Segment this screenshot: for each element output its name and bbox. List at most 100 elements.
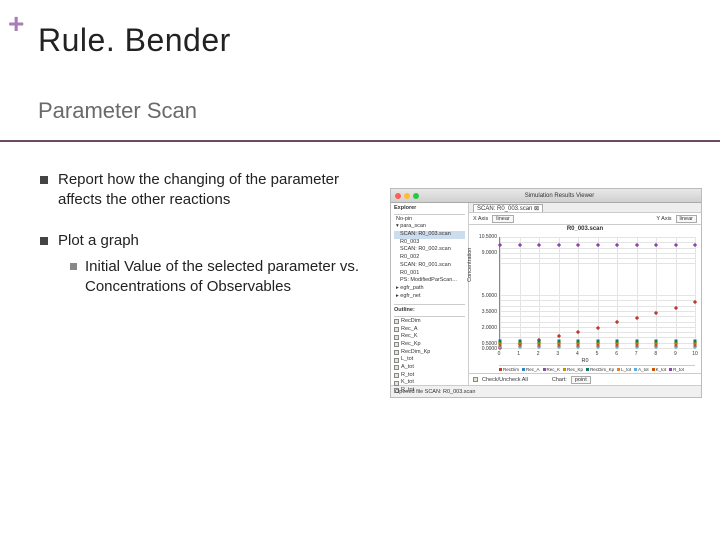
sidebar-item[interactable]: PS: ModifiedParScan... [394, 277, 465, 285]
x-tick-label: 5 [596, 351, 599, 357]
xaxis-select[interactable]: linear [492, 215, 513, 223]
data-point [694, 340, 697, 343]
checkbox-icon[interactable] [394, 319, 399, 324]
check-label: K_tot [401, 379, 414, 387]
data-point [635, 340, 638, 343]
legend-swatch [499, 368, 502, 371]
sidebar-item-label: egfr_net [400, 293, 420, 299]
x-tick-label: 10 [692, 351, 698, 357]
outline-check-item[interactable]: Rec_K [394, 333, 465, 341]
zoom-icon[interactable] [413, 193, 419, 199]
checkbox-icon[interactable] [394, 373, 399, 378]
window-title: Simulation Results Viewer [422, 193, 697, 199]
plus-decorator: + [8, 8, 24, 40]
y-tick-label: 5.0000 [471, 293, 497, 299]
checkbox-icon[interactable] [394, 335, 399, 340]
y-tick-label: 2.0000 [471, 325, 497, 331]
check-label: RecDim [401, 318, 421, 326]
data-point [518, 344, 521, 347]
sidebar-item[interactable]: SCAN: R0_001.scan [394, 262, 465, 270]
check-label: L_tot [401, 356, 413, 364]
checkbox-icon[interactable] [394, 342, 399, 347]
data-point [576, 330, 580, 334]
data-point [616, 344, 619, 347]
data-point [674, 344, 677, 347]
x-tick-label: 7 [635, 351, 638, 357]
y-tick-label: 9.0000 [471, 250, 497, 256]
app-screenshot: Simulation Results Viewer Explorer No-pi… [390, 188, 702, 398]
titlebar: Simulation Results Viewer [391, 189, 701, 203]
minimize-icon[interactable] [404, 193, 410, 199]
yaxis-select[interactable]: linear [676, 215, 697, 223]
sidebar-item[interactable]: SCAN: R0_003.scan [394, 231, 465, 239]
data-point [577, 344, 580, 347]
data-point [634, 316, 638, 320]
data-point [577, 340, 580, 343]
bullet-marker [70, 263, 77, 270]
sidebar-item[interactable]: SCAN: R0_002.scan [394, 246, 465, 254]
check-label: Rec_Kp [401, 341, 421, 349]
bullet-text: Initial Value of the selected parameter … [85, 257, 370, 298]
chart-type-select[interactable]: point [571, 376, 591, 384]
bullet-list: Report how the changing of the parameter… [40, 170, 370, 317]
legend-item: Rec_K [543, 367, 561, 372]
sidebar-item[interactable]: ▸ egfr_path [394, 285, 465, 293]
tab[interactable]: SCAN: R0_003.scan ⊠ [473, 204, 543, 212]
checkbox-icon[interactable] [394, 327, 399, 332]
outline-check-item[interactable]: RecDim [394, 318, 465, 326]
checkbox-icon[interactable] [394, 365, 399, 370]
data-point [694, 344, 697, 347]
data-point [538, 340, 541, 343]
checkbox-icon[interactable] [394, 381, 399, 386]
x-tick-label: 9 [674, 351, 677, 357]
legend-label: A_tot [638, 367, 649, 372]
data-point [693, 300, 697, 304]
outline-section: Outline: RecDimRec_ARec_KRec_KpRecDim_Kp… [394, 304, 465, 395]
outline-check-item[interactable]: A_tot [394, 364, 465, 372]
checkbox-icon[interactable] [394, 350, 399, 355]
outline-check-item[interactable]: RecDim_Kp [394, 349, 465, 357]
data-point [615, 320, 619, 324]
sidebar-item[interactable]: No-pin [394, 216, 465, 224]
chart-type-label: Chart: [552, 377, 567, 383]
sidebar: Explorer No-pin ▾ para_scan SCAN: R0_003… [391, 203, 469, 385]
sidebar-item[interactable]: ▸ egfr_net [394, 293, 465, 301]
legend-swatch [543, 368, 546, 371]
outline-check-item[interactable]: Rec_A [394, 326, 465, 334]
scatter-plot: R0_003.scan Concentration R0 RecDimRec_A… [469, 225, 701, 373]
sidebar-item[interactable]: R0_001 [394, 270, 465, 278]
check-all-checkbox[interactable] [473, 377, 478, 382]
close-icon[interactable] [395, 193, 401, 199]
y-tick-label: 10.5000 [471, 234, 497, 240]
outline-check-item[interactable]: R_tot [394, 372, 465, 380]
project-label: para_scan [400, 223, 426, 229]
bullet-text: Plot a graph [58, 231, 139, 251]
legend-item: A_tot [634, 367, 649, 372]
x-tick-label: 4 [576, 351, 579, 357]
data-point [557, 340, 560, 343]
x-axis-label: R0 [581, 358, 588, 364]
outline-check-item[interactable]: L_tot [394, 356, 465, 364]
data-point [557, 344, 560, 347]
legend-item: RecDim_Kp [586, 367, 614, 372]
nested-bullet: Initial Value of the selected parameter … [70, 257, 370, 298]
outline-check-item[interactable]: Rec_Kp [394, 341, 465, 349]
axis-toolbar: X Axis linear Y Axis linear [469, 213, 701, 225]
x-tick-label: 1 [517, 351, 520, 357]
legend-item: Rec_A [522, 367, 540, 372]
chart-controls: Check/Uncheck All Chart: point [469, 373, 701, 385]
page-title: Rule. Bender [38, 22, 231, 59]
checkbox-icon[interactable] [394, 358, 399, 363]
outline-check-item[interactable]: K_tot [394, 379, 465, 387]
bullet-marker [40, 237, 48, 245]
data-point [654, 311, 658, 315]
plot-area [499, 237, 695, 349]
check-label: Rec_A [401, 326, 418, 334]
bullet-item: Plot a graph Initial Value of the select… [40, 231, 370, 298]
explorer-header: Explorer [394, 205, 465, 215]
check-label: RecDim_Kp [401, 349, 430, 357]
data-point [655, 340, 658, 343]
sidebar-item-project[interactable]: ▾ para_scan [394, 223, 465, 231]
sidebar-item[interactable]: R0_002 [394, 254, 465, 262]
sidebar-item[interactable]: R0_003 [394, 239, 465, 247]
